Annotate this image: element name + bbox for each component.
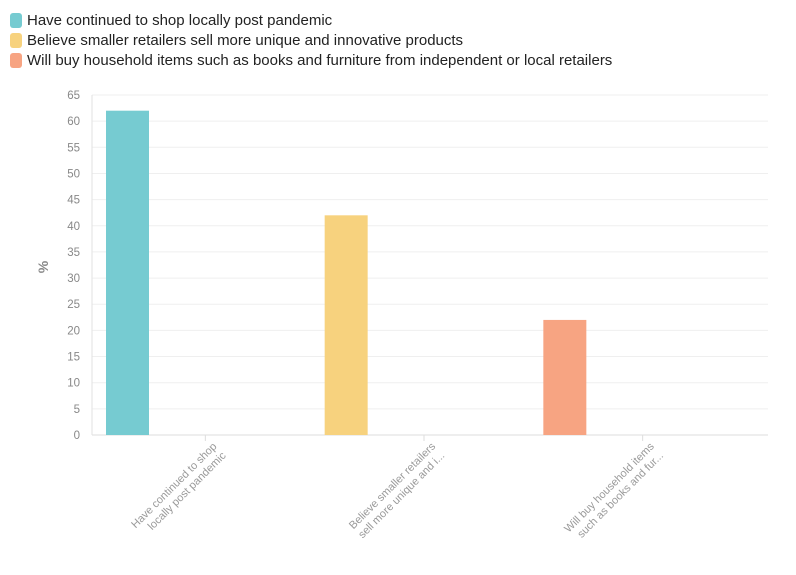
- bar[interactable]: [324, 215, 368, 435]
- y-tick-label: 60: [67, 116, 80, 128]
- y-tick-label: 0: [74, 430, 80, 442]
- y-tick-label: 20: [67, 325, 80, 337]
- legend-label: Have continued to shop locally post pand…: [27, 11, 333, 29]
- legend-label: Will buy household items such as books a…: [27, 51, 613, 69]
- x-tick-label-line: locally post pandemic: [146, 449, 229, 532]
- y-tick-label: 25: [67, 299, 80, 311]
- legend-item[interactable]: Have continued to shop locally post pand…: [10, 10, 612, 30]
- x-tick-label-line: Believe smaller retailers: [347, 440, 438, 531]
- legend: Have continued to shop locally post pand…: [10, 10, 612, 70]
- y-axis-title: %: [35, 260, 51, 273]
- bar[interactable]: [543, 319, 587, 435]
- x-tick-label-line: Will buy household items: [562, 440, 657, 535]
- y-tick-label: 30: [67, 273, 80, 285]
- y-tick-label: 15: [67, 352, 80, 364]
- y-tick-label: 45: [67, 195, 80, 207]
- bar[interactable]: [106, 110, 149, 435]
- y-tick-label: 50: [67, 168, 80, 180]
- legend-swatch: [10, 52, 22, 68]
- y-tick-label: 35: [67, 247, 80, 259]
- x-tick-label-line: such as books and fur...: [575, 450, 666, 541]
- legend-swatch: [10, 32, 22, 48]
- x-tick-label-line: Have continued to shop: [129, 441, 219, 531]
- legend-item[interactable]: Will buy household items such as books a…: [10, 50, 612, 70]
- y-tick-label: 5: [74, 404, 80, 416]
- y-tick-label: 55: [67, 142, 80, 154]
- legend-swatch: [10, 12, 22, 28]
- legend-item[interactable]: Believe smaller retailers sell more uniq…: [10, 30, 612, 50]
- y-tick-label: 10: [67, 378, 80, 390]
- legend-label: Believe smaller retailers sell more uniq…: [27, 31, 464, 49]
- y-tick-label: 65: [67, 90, 80, 102]
- y-tick-label: 40: [67, 221, 80, 233]
- x-tick-label-line: sell more unique and i...: [356, 450, 447, 541]
